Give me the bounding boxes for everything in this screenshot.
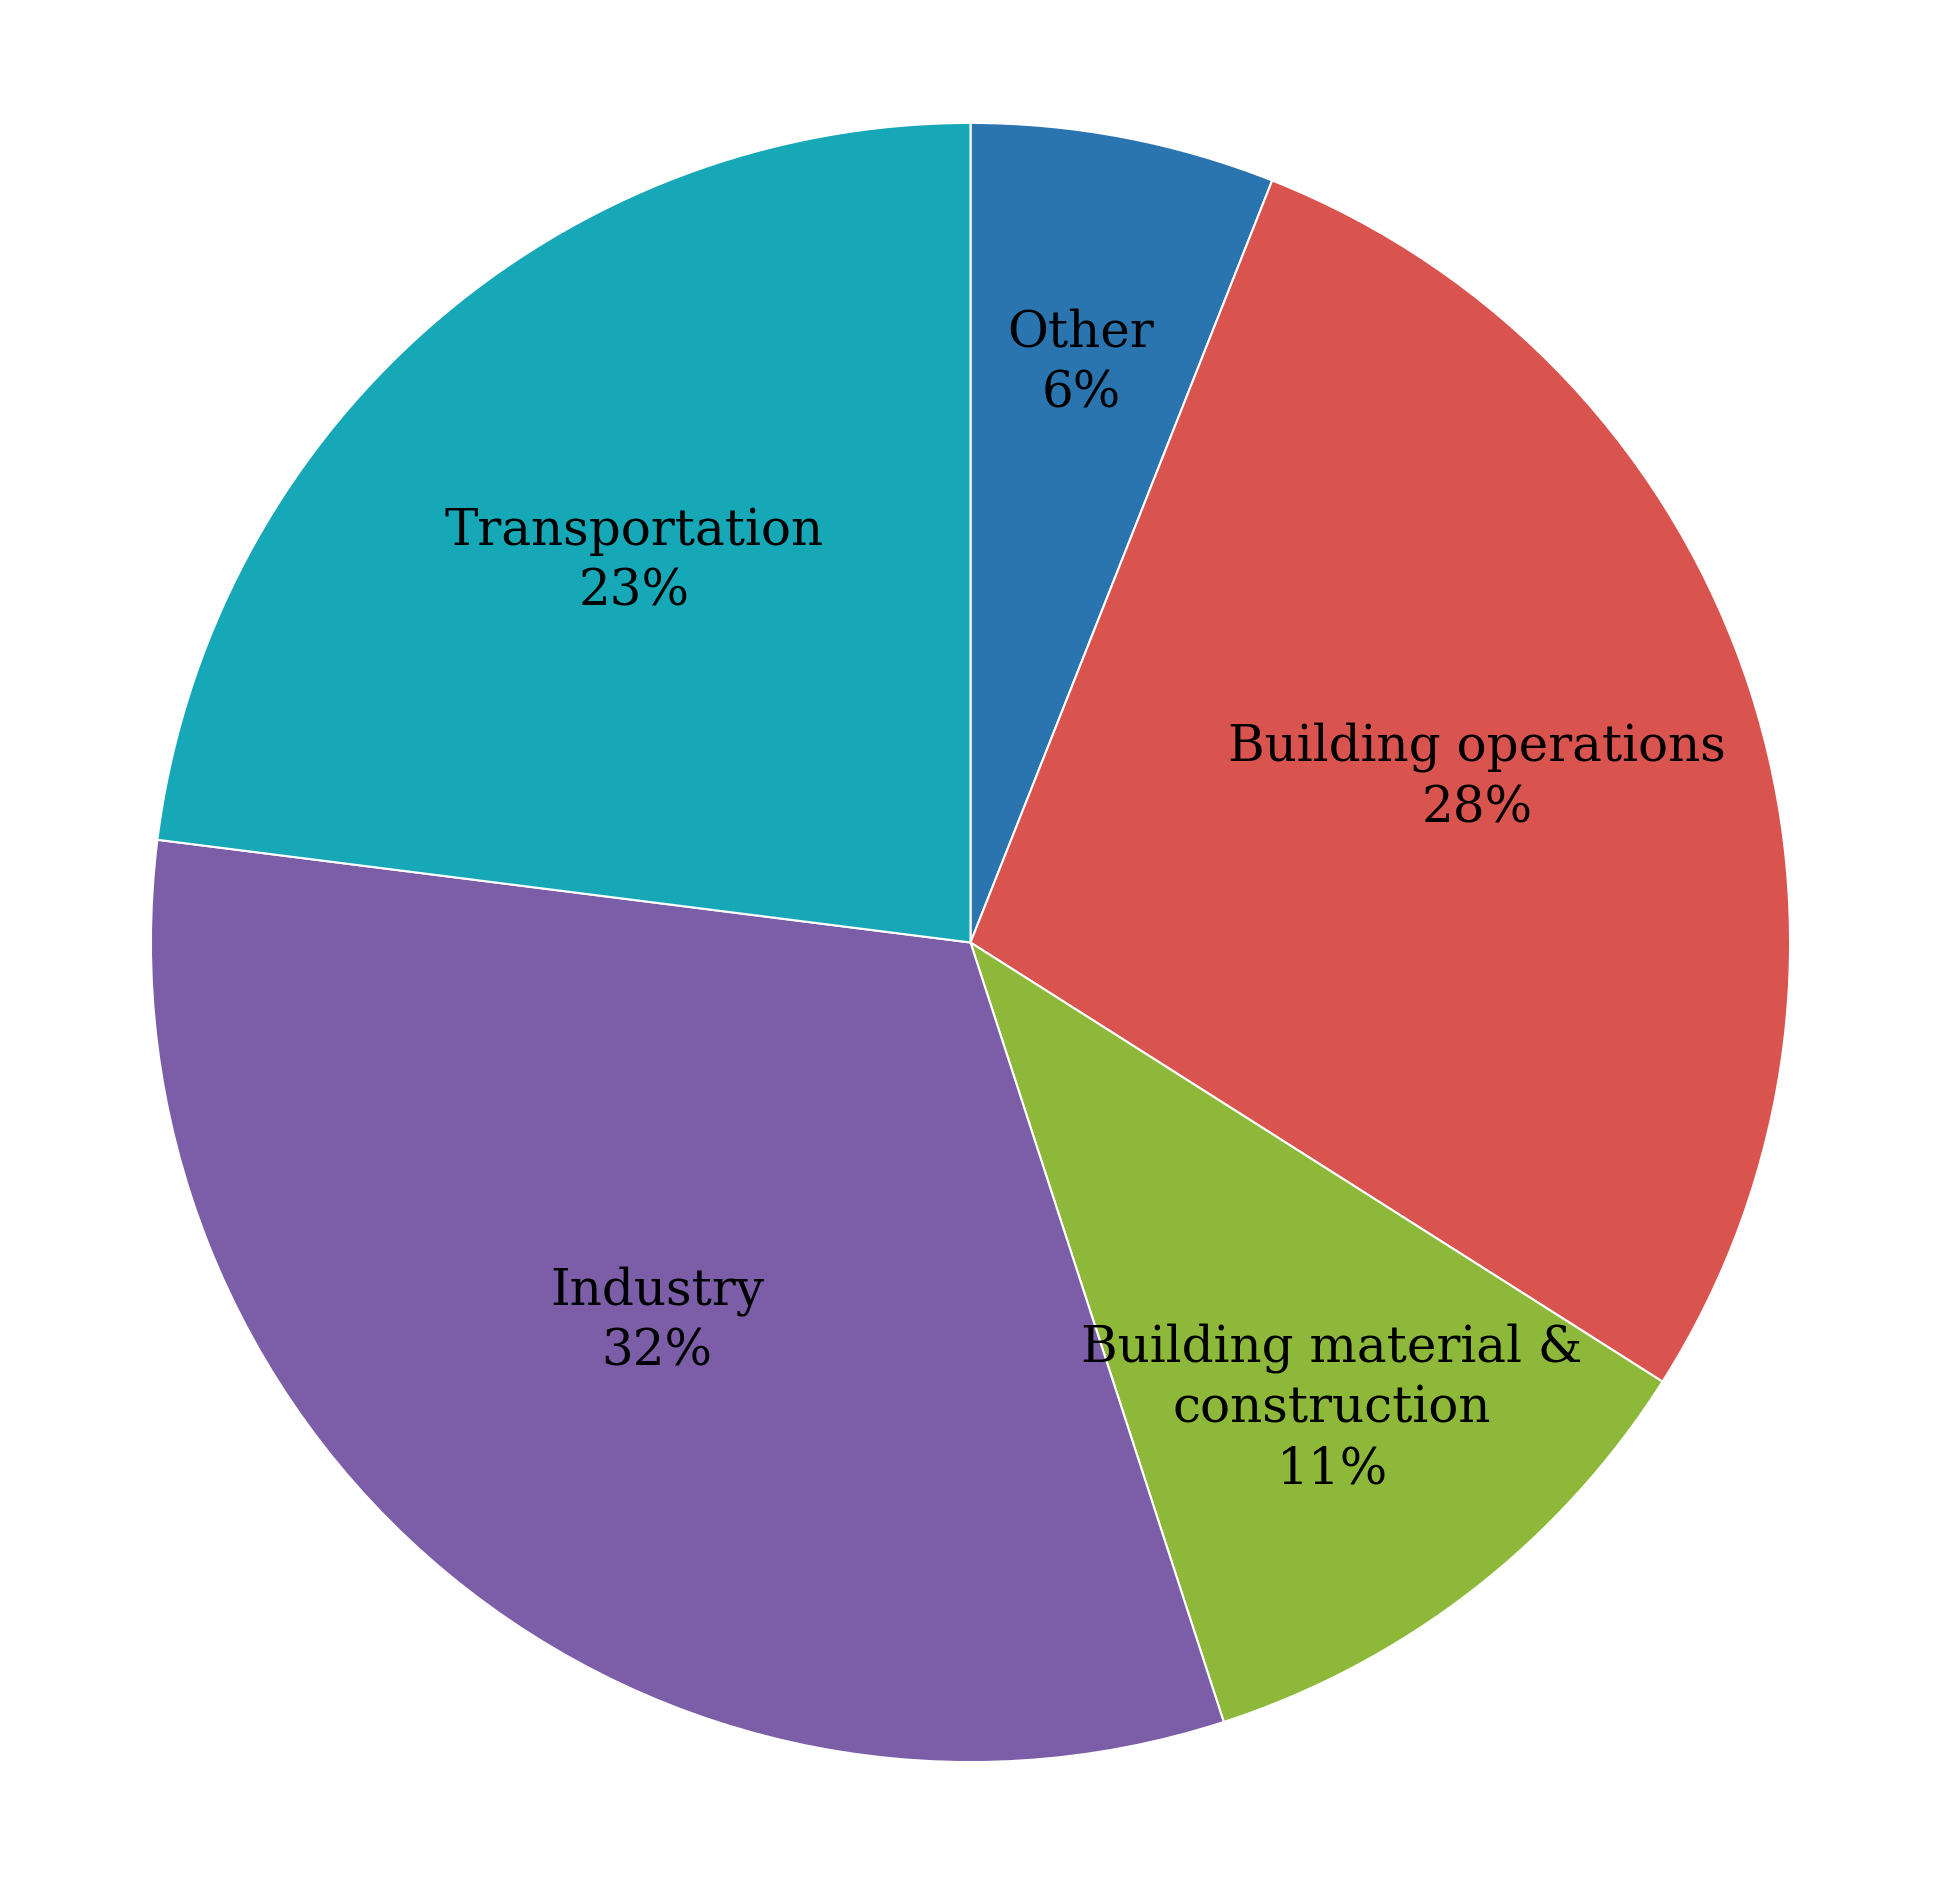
Text: Industry
32%: Industry 32%: [549, 1267, 765, 1376]
Text: Other
6%: Other 6%: [1007, 307, 1155, 418]
Wedge shape: [970, 181, 1790, 1382]
Text: Transportation
23%: Transportation 23%: [444, 507, 825, 616]
Text: Building operations
28%: Building operations 28%: [1229, 722, 1726, 833]
Wedge shape: [970, 942, 1663, 1723]
Wedge shape: [157, 123, 970, 942]
Wedge shape: [151, 841, 1223, 1762]
Wedge shape: [970, 123, 1271, 942]
Text: Building material &
construction
11%: Building material & construction 11%: [1081, 1323, 1582, 1495]
